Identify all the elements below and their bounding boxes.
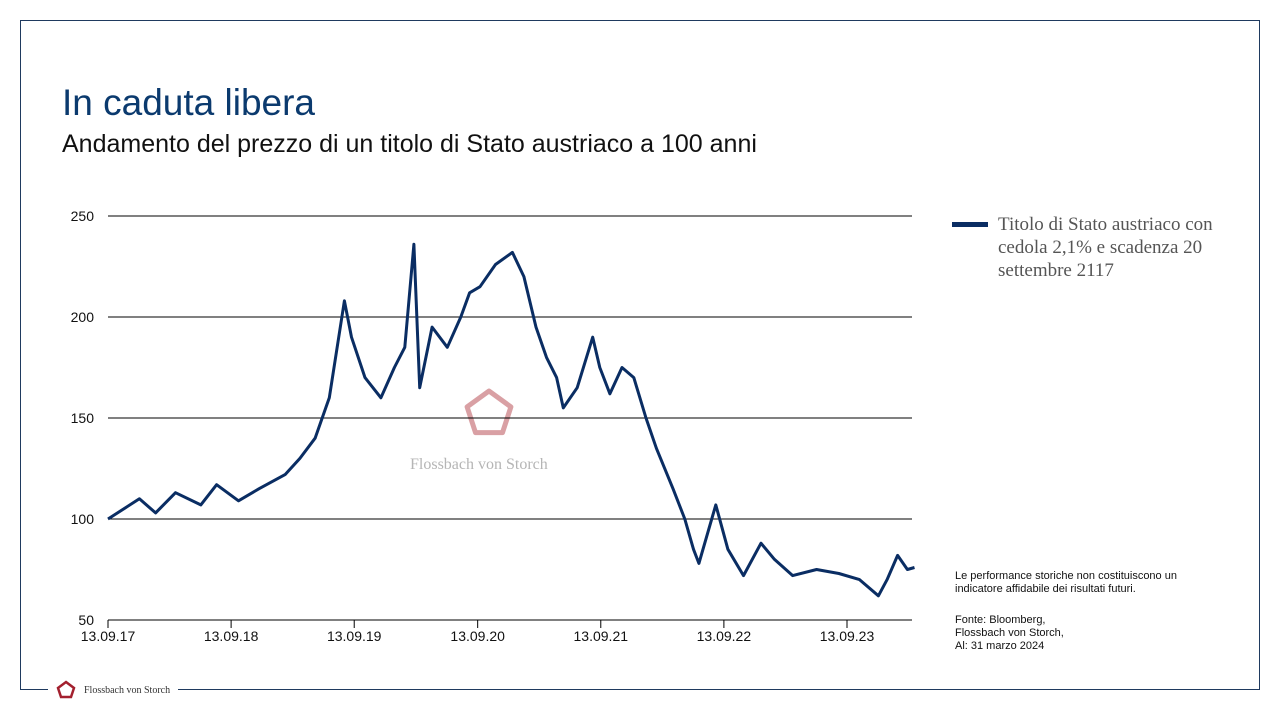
- y-tick-label: 250: [71, 208, 95, 224]
- legend-swatch: [952, 222, 988, 227]
- source-note: Fonte: Bloomberg, Flossbach von Storch, …: [955, 614, 1155, 653]
- footer-logo: Flossbach von Storch: [48, 680, 179, 700]
- y-tick-label: 50: [78, 612, 94, 628]
- legend-label: Titolo di Stato austriaco con cedola 2,1…: [998, 214, 1213, 281]
- legend: Titolo di Stato austriaco con cedola 2,1…: [952, 213, 1228, 282]
- x-tick-label: 13.09.22: [697, 628, 752, 644]
- x-tick-label: 13.09.20: [450, 628, 505, 644]
- page-subtitle: Andamento del prezzo di un titolo di Sta…: [62, 130, 757, 158]
- y-tick-label: 150: [71, 410, 95, 426]
- watermark-text: Flossbach von Storch: [410, 456, 548, 473]
- x-tick-label: 13.09.23: [820, 628, 875, 644]
- x-tick-label: 13.09.18: [204, 628, 259, 644]
- watermark-logo-icon: [464, 388, 514, 436]
- source-line: Flossbach von Storch,: [955, 627, 1064, 639]
- disclaimer: Le performance storiche non costituiscon…: [955, 570, 1177, 595]
- y-tick-label: 200: [71, 309, 95, 325]
- footer-brand: Flossbach von Storch: [84, 684, 171, 696]
- x-tick-label: 13.09.19: [327, 628, 382, 644]
- pentagon-logo-icon: [56, 680, 76, 699]
- page-title: In caduta libera: [62, 82, 316, 123]
- series-line: [107, 242, 915, 598]
- source-line: Al: 31 marzo 2024: [955, 640, 1045, 652]
- watermark-pentagon: [464, 388, 514, 436]
- source-line: Fonte: Bloomberg,: [955, 614, 1046, 626]
- x-tick-label: 13.09.21: [574, 628, 629, 644]
- x-tick-label: 13.09.17: [81, 628, 136, 644]
- y-tick-label: 100: [71, 511, 95, 527]
- slide-frame: [20, 20, 1260, 690]
